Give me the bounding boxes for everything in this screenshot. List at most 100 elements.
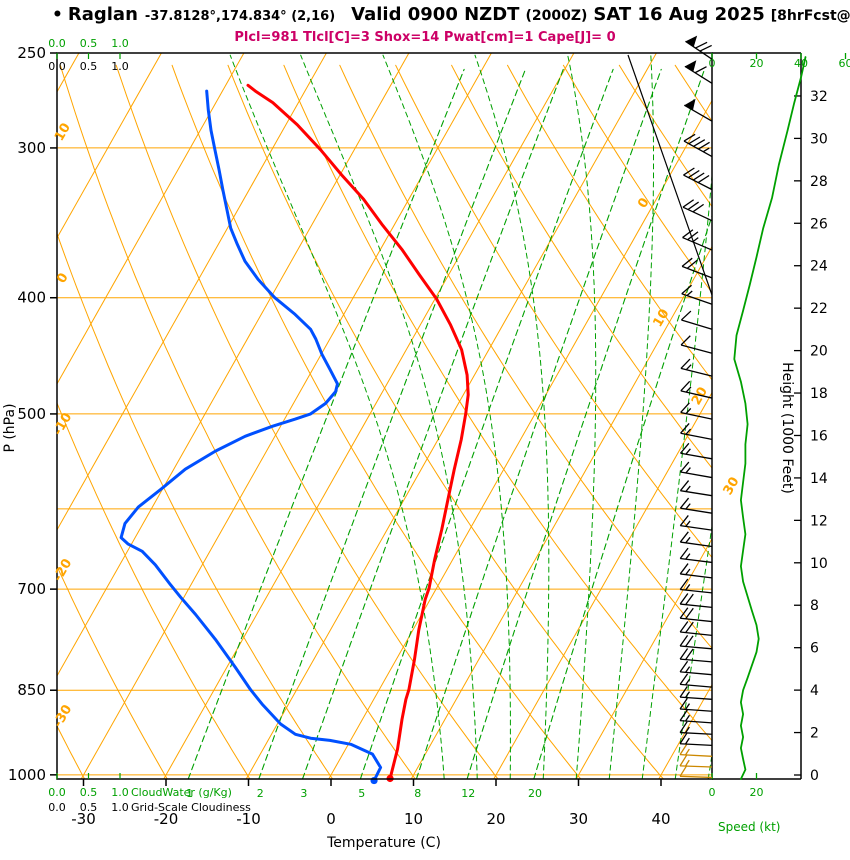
- label: 16: [810, 428, 828, 444]
- label: 5: [358, 787, 365, 800]
- wind-barb: [679, 607, 713, 623]
- label: 10: [810, 556, 828, 572]
- wind-barb: [679, 578, 713, 594]
- label: 10: [651, 307, 673, 330]
- label: 1: [186, 787, 193, 800]
- label: 28: [810, 174, 828, 190]
- wind-barb: [683, 167, 713, 191]
- valid-date: SAT 16 Aug 2025: [593, 4, 765, 25]
- label: 0.5: [80, 37, 98, 50]
- label: 3: [300, 787, 307, 800]
- stability-parameters: Plcl=981 Tlcl[C]=3 Shox=14 Pwat[cm]=1 Ca…: [234, 30, 616, 45]
- station-bullet: •: [52, 5, 63, 25]
- label: 20: [810, 344, 828, 360]
- label: 0: [810, 768, 819, 784]
- wind-barb: [679, 480, 713, 497]
- wind-barb: [679, 685, 713, 700]
- station-coords: -37.8128°,174.834° (2,16): [144, 9, 336, 24]
- wind-barb: [680, 402, 713, 420]
- label: -30: [71, 810, 96, 828]
- wind-barb: [681, 284, 713, 305]
- forecast-tag: [8hrFcst@1641z]: [770, 8, 850, 24]
- wind-barb: [680, 335, 713, 354]
- height-axis-title: Height (1000 Feet): [779, 362, 795, 494]
- label: 2: [257, 787, 264, 800]
- label: 0.0: [48, 60, 66, 73]
- surface-dewpoint-dot: [370, 776, 378, 785]
- wind-barb: [680, 358, 713, 377]
- label: 18: [810, 386, 828, 402]
- label: 0: [709, 786, 716, 799]
- wind-speed-curve: [733, 56, 807, 780]
- wind-barb: [679, 442, 713, 460]
- label: 40: [651, 810, 670, 828]
- valid-time: Valid 0900 NZDT: [351, 4, 520, 25]
- wind-barb: [679, 673, 713, 688]
- moist-adiabat-lines: [229, 54, 712, 779]
- label: 300: [17, 139, 46, 157]
- label: -20: [51, 556, 76, 584]
- label: 8: [414, 787, 421, 800]
- speed-axis-title: Speed (kt): [718, 820, 780, 834]
- wind-barb: [679, 660, 713, 676]
- label: 8: [810, 598, 819, 614]
- label: 10: [52, 121, 74, 144]
- label: 22: [810, 301, 828, 317]
- valid-utc: (2000Z): [525, 8, 588, 24]
- label: 20: [528, 787, 542, 800]
- label: 0.0: [48, 801, 66, 814]
- label: 250: [17, 44, 46, 62]
- label: 1.0: [111, 801, 129, 814]
- label: -20: [154, 810, 179, 828]
- label: 12: [810, 513, 828, 529]
- wind-barb: [679, 531, 713, 548]
- wind-barb: [679, 764, 713, 779]
- label: 0: [635, 196, 653, 211]
- cloudiness-axis-title: Grid-Scale Cloudiness: [131, 801, 251, 814]
- label: 60: [839, 57, 850, 70]
- wind-barb: [683, 133, 713, 158]
- label: 20: [486, 810, 505, 828]
- label: 30: [721, 475, 743, 498]
- station-name: Raglan: [67, 4, 138, 25]
- wind-barb: [679, 697, 713, 712]
- label: 1000: [8, 766, 46, 784]
- label: 500: [17, 405, 46, 423]
- label: 0.5: [80, 60, 98, 73]
- wind-barb: [679, 648, 713, 663]
- wind-barb: [679, 721, 713, 735]
- label: 400: [17, 289, 46, 307]
- temperature-axis-title: Temperature (C): [326, 835, 441, 851]
- label: 1.0: [111, 37, 129, 50]
- label: 2: [810, 726, 819, 742]
- wind-barb: [679, 547, 713, 564]
- label: 1.0: [111, 60, 129, 73]
- label: 0.0: [48, 786, 66, 799]
- dry-adiabat-lines: [57, 64, 712, 779]
- wind-barb: [679, 563, 713, 579]
- wind-barb: [679, 732, 713, 747]
- wind-barb: [679, 754, 713, 768]
- wind-barb: [680, 310, 713, 330]
- grid: [57, 53, 712, 779]
- wind-barbs: [679, 35, 713, 779]
- label: 24: [810, 259, 828, 275]
- wind-barb: [679, 621, 713, 637]
- label: 850: [17, 681, 46, 699]
- plot-frame: [56, 52, 802, 780]
- wind-barb: [681, 257, 713, 279]
- wind-barb: [683, 98, 713, 122]
- label: -10: [236, 810, 261, 828]
- label: 0.0: [48, 37, 66, 50]
- label: -30: [51, 702, 76, 730]
- wind-barb: [679, 461, 713, 479]
- label: 32: [810, 89, 828, 105]
- label: 30: [810, 131, 828, 147]
- wind-barb: [682, 229, 713, 251]
- mixing-ratio-lines: [187, 68, 712, 779]
- wind-barb: [679, 634, 713, 650]
- wind-barb: [684, 60, 713, 84]
